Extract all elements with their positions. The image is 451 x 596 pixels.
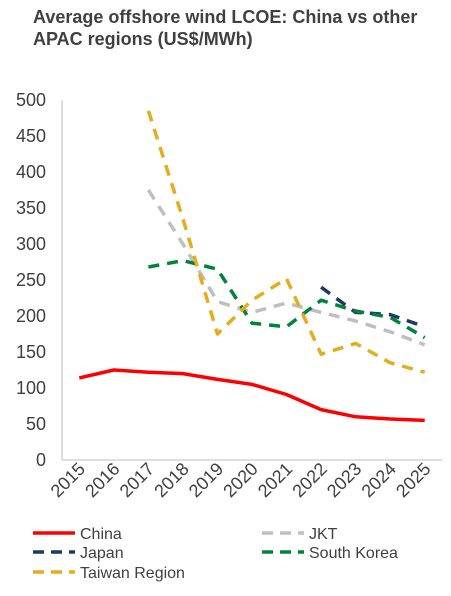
x-tick-label: 2016 [81,459,123,501]
y-tick-label: 100 [16,378,46,398]
legend: China JKT Japan South Korea Taiwan Region [33,526,398,582]
y-tick-label: 500 [16,90,46,110]
y-tick-label: 200 [16,306,46,326]
chart-title: Average offshore wind LCOE: China vs oth… [33,7,418,49]
series-layer [78,110,426,423]
legend-label-jkt: JKT [309,526,338,543]
x-tick-label: 2019 [185,459,227,501]
y-tick-label: 150 [16,342,46,362]
x-tick-label: 2020 [219,459,261,501]
y-tick-label: 300 [16,234,46,254]
y-tick-label: 450 [16,126,46,146]
x-tick-label: 2017 [116,459,158,501]
x-tick-label: 2018 [150,459,192,501]
x-tick-label: 2025 [392,459,434,501]
series-line-jkt [146,189,426,347]
legend-label-taiwan-region: Taiwan Region [80,565,185,582]
y-tick-label: 350 [16,198,46,218]
x-tick-label: 2015 [47,459,89,501]
legend-label-china: China [80,526,122,543]
y-axis: 0 50 100 150 200 250 300 350 400 450 500 [16,90,63,470]
y-tick-label: 50 [26,414,46,434]
series-line-south-korea [148,258,426,340]
x-tick-label: 2024 [358,459,400,501]
y-tick-label: 0 [36,450,46,470]
series-line-taiwan-region [146,110,426,374]
x-tick-label: 2023 [323,459,365,501]
series-line-japan [320,285,426,329]
y-tick-label: 400 [16,162,46,182]
x-tick-label: 2021 [254,459,296,501]
x-axis: 2015201620172018201920202021202220232024… [47,459,442,501]
legend-label-south-korea: South Korea [309,545,398,562]
series-line-china [78,368,425,423]
legend-label-japan: Japan [80,545,124,562]
x-tick-label: 2022 [288,459,330,501]
y-tick-label: 250 [16,270,46,290]
